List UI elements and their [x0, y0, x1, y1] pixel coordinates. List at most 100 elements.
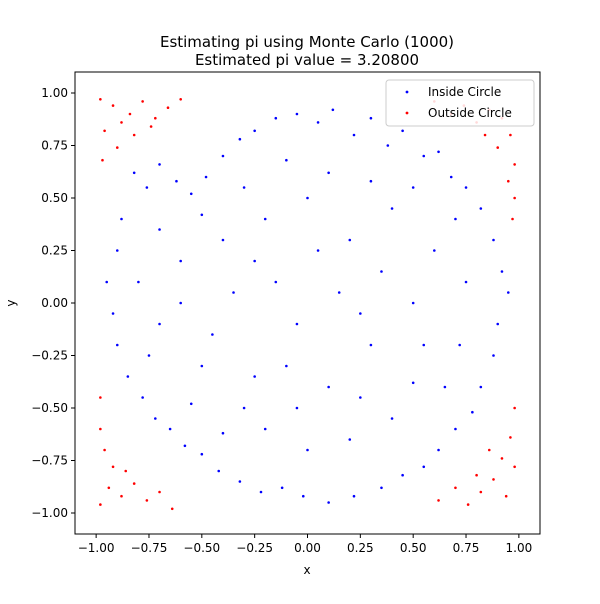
x-axis-ticks: −1.00 −0.75 −0.50 −0.25 0.00 0.25 0.50 0.75 1.00 [78, 534, 532, 555]
inside-point [132, 171, 136, 175]
outside-point [509, 436, 512, 439]
inside-point [464, 280, 468, 284]
inside-point [369, 343, 373, 347]
inside-point [369, 116, 373, 120]
inside-point [327, 501, 330, 504]
inside-point [479, 207, 483, 210]
inside-point [359, 312, 362, 315]
inside-point [390, 417, 394, 420]
inside-point [253, 375, 256, 378]
outside-point [128, 112, 132, 116]
inside-point [280, 486, 284, 490]
inside-point [306, 448, 309, 452]
x-axis-label: x [303, 563, 310, 577]
x-tick-label: 1.00 [506, 541, 533, 555]
inside-point [506, 291, 510, 294]
inside-point [211, 333, 214, 336]
legend: Inside Circle Outside Circle [385, 79, 535, 127]
x-tick-label: 0.75 [453, 541, 480, 555]
inside-point [348, 438, 352, 441]
inside-point [411, 301, 415, 305]
inside-point [200, 452, 204, 456]
inside-point [242, 186, 246, 189]
x-tick-label: 0.50 [400, 541, 427, 555]
inside-point [120, 217, 123, 221]
outside-point [487, 448, 491, 452]
inside-point [443, 385, 447, 389]
outside-point [101, 158, 104, 162]
inside-point [259, 490, 263, 494]
inside-point [183, 444, 187, 448]
inside-point [189, 192, 193, 196]
outside-point [509, 133, 512, 137]
y-tick-label: −0.50 [31, 401, 68, 415]
y-axis-label: y [4, 299, 18, 306]
x-tick-label: −0.25 [236, 541, 273, 555]
legend-inside-label: Inside Circle [428, 85, 501, 99]
inside-point [137, 280, 140, 284]
legend-outside-marker [405, 111, 409, 115]
outside-point [99, 396, 102, 399]
legend-box [385, 79, 535, 127]
inside-point [492, 238, 495, 242]
x-tick-label: −1.00 [78, 541, 115, 555]
inside-point [316, 121, 320, 124]
inside-point [437, 448, 440, 452]
outside-point [179, 98, 182, 101]
inside-point [496, 322, 500, 326]
inside-point [295, 112, 299, 116]
legend-outside-label: Outside Circle [428, 106, 512, 120]
outside-point [496, 146, 500, 149]
y-tick-label: 0.00 [41, 296, 68, 310]
outside-point [513, 406, 516, 410]
inside-point [306, 196, 309, 200]
inside-point [433, 249, 436, 252]
inside-point [492, 354, 495, 357]
inside-point [411, 186, 415, 189]
inside-point [380, 486, 383, 490]
outside-point [99, 503, 102, 506]
inside-point [242, 406, 246, 410]
inside-point [327, 385, 330, 389]
y-tick-label: 1.00 [41, 86, 68, 100]
inside-point [369, 179, 373, 183]
inside-point [422, 343, 426, 347]
outside-point [115, 146, 119, 149]
x-tick-label: −0.75 [131, 541, 168, 555]
inside-point [158, 228, 161, 231]
x-tick-label: −0.50 [183, 541, 220, 555]
outside-point [511, 217, 514, 221]
outside-point [513, 465, 516, 469]
inside-point [238, 480, 242, 483]
inside-point [115, 343, 119, 347]
y-axis-ticks: −1.00 −0.75 −0.50 −0.25 0.00 0.25 0.50 0.75 1.00 [31, 86, 75, 520]
inside-point [238, 137, 242, 141]
outside-point [513, 196, 516, 200]
inside-point [154, 417, 157, 420]
inside-point [111, 312, 115, 315]
inside-point [380, 270, 383, 273]
inside-point [179, 301, 182, 305]
outside-point [166, 106, 170, 109]
inside-point [189, 402, 193, 406]
inside-point [359, 396, 362, 399]
plot-area-frame [74, 71, 541, 535]
inside-point [217, 469, 221, 473]
inside-point [464, 186, 468, 189]
inside-point [458, 343, 461, 347]
inside-point [295, 406, 299, 410]
inside-point [105, 280, 109, 284]
legend-inside-marker [405, 90, 409, 94]
inside-point [285, 158, 288, 162]
inside-point [352, 494, 356, 498]
outside-point [513, 163, 516, 166]
inside-point [221, 431, 225, 435]
y-tick-label: 0.75 [41, 139, 68, 153]
outside-point [504, 494, 508, 498]
outside-point [120, 494, 123, 498]
chart-title: Estimating pi using Monte Carlo (1000) [160, 33, 454, 51]
inside-point [200, 213, 204, 217]
inside-point [471, 410, 474, 414]
outside-point [149, 125, 153, 128]
